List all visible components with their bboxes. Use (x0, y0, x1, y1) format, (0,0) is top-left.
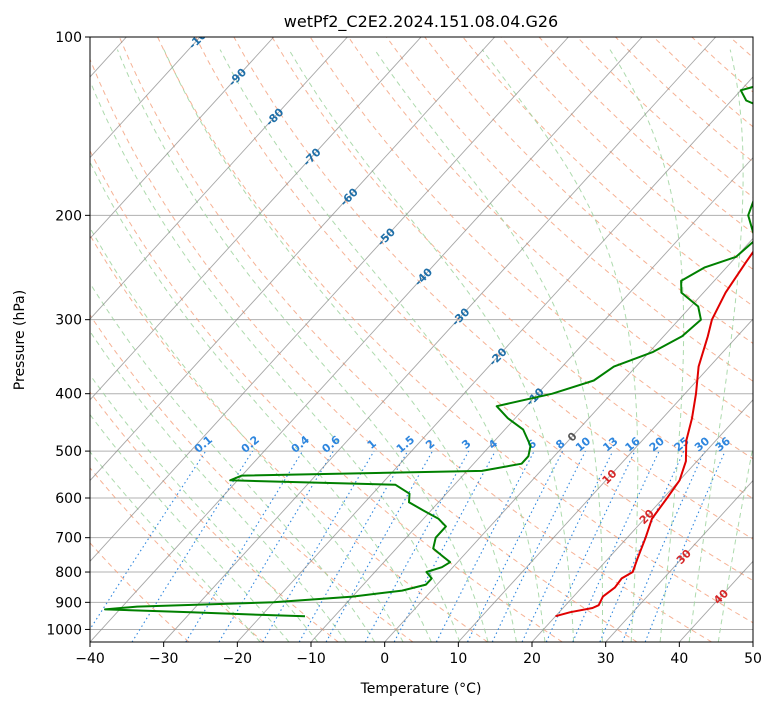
y-tick-label: 800 (55, 565, 82, 581)
moist-adiabat-line (90, 161, 432, 642)
mixing-ratio-line (467, 450, 564, 642)
dry-adiabat-line (271, 37, 753, 500)
isotherm-line (384, 237, 753, 642)
dry-adiabat-line (347, 37, 753, 421)
dry-adiabat-line (157, 37, 753, 624)
moist-adiabat-line (90, 374, 319, 642)
sounding-series (104, 85, 753, 618)
dry-adiabat-line (195, 37, 753, 582)
plot-frame (89, 36, 754, 643)
y-tick-label: 300 (55, 313, 82, 329)
y-tick-label: 400 (55, 387, 82, 403)
isotherm-line (458, 318, 753, 642)
y-tick-label: 600 (55, 491, 82, 507)
dry-adiabat-line (386, 37, 753, 382)
isotherm-gridlines (90, 37, 753, 642)
y-tick-label: 200 (55, 208, 82, 224)
y-tick-label: 1000 (46, 622, 82, 638)
moist-adiabat-line (219, 49, 546, 642)
x-tick-label: −10 (296, 651, 326, 667)
isobar-gridlines (90, 37, 753, 630)
mixing-ratio-line (218, 450, 334, 642)
x-axis-ticks: −40 −30 −20 −10 0 10 20 30 40 50 (75, 642, 762, 667)
x-tick-label: −20 (223, 651, 253, 667)
y-axis-ticks: 100 200 300 400 500 600 700 800 900 1000 (46, 30, 90, 638)
isotherm-line (310, 156, 753, 642)
isotherm-line (90, 37, 201, 159)
isotherm-line (163, 37, 717, 642)
mixing-ratio-line (90, 450, 207, 631)
y-tick-label: 100 (55, 30, 82, 46)
temperature-line (555, 250, 753, 618)
x-tick-label: 50 (744, 651, 762, 667)
mixing-ratio-line (185, 450, 304, 642)
mixing-ratio-line (262, 450, 375, 642)
moist-adiabat-line (163, 49, 517, 642)
isotherm-line (531, 399, 753, 642)
moist-adiabat-line (90, 413, 290, 642)
moist-adiabat-line (90, 282, 376, 642)
isotherm-line (90, 37, 569, 562)
mixing-ratio-line (521, 450, 614, 642)
dry-adiabat-line (90, 467, 264, 642)
moist-adiabat-line (90, 330, 347, 642)
moist-adiabat-line (481, 49, 639, 642)
isotherm-line (90, 37, 496, 482)
x-tick-label: 20 (523, 651, 541, 667)
mixing-ratio-line (545, 450, 636, 642)
isotherm-line (90, 37, 422, 401)
mixing-ratio-line (393, 450, 496, 642)
x-tick-label: 10 (449, 651, 467, 667)
y-axis-title: Pressure (hPa) (12, 290, 28, 390)
isotherm-line (605, 479, 753, 642)
dewpoint-line (104, 85, 753, 618)
mixing-ratio-line (364, 450, 470, 642)
x-axis-title: Temperature (°C) (360, 681, 482, 697)
isotherm-line (90, 37, 643, 642)
dry-adiabat-line (462, 37, 753, 307)
dry-adiabat-line (90, 234, 488, 642)
moist-adiabat-line (688, 49, 744, 642)
isotherm-line (90, 37, 348, 320)
moist-adiabat-line (717, 444, 753, 642)
x-tick-label: −40 (75, 651, 105, 667)
chart-title: wetPf2_C2E2.2024.151.08.04.G26 (284, 12, 558, 32)
x-tick-label: −30 (149, 651, 179, 667)
y-tick-label: 500 (55, 444, 82, 460)
x-tick-label: 0 (380, 651, 389, 667)
moist-adiabat-line (90, 226, 404, 642)
y-tick-label: 900 (55, 595, 82, 611)
x-tick-label: 30 (597, 651, 615, 667)
isotherm-line (237, 76, 753, 642)
y-tick-label: 700 (55, 531, 82, 547)
x-tick-label: 40 (670, 651, 688, 667)
moist-adiabat-line (90, 83, 461, 642)
moist-adiabat-line (90, 450, 261, 642)
mixing-ratio-line (131, 450, 254, 642)
plot-background (90, 37, 753, 642)
isotherm-line (90, 37, 275, 240)
dry-adiabat-line (90, 391, 339, 642)
dry-adiabat-line (90, 149, 563, 642)
moist-adiabat-line (288, 49, 575, 642)
